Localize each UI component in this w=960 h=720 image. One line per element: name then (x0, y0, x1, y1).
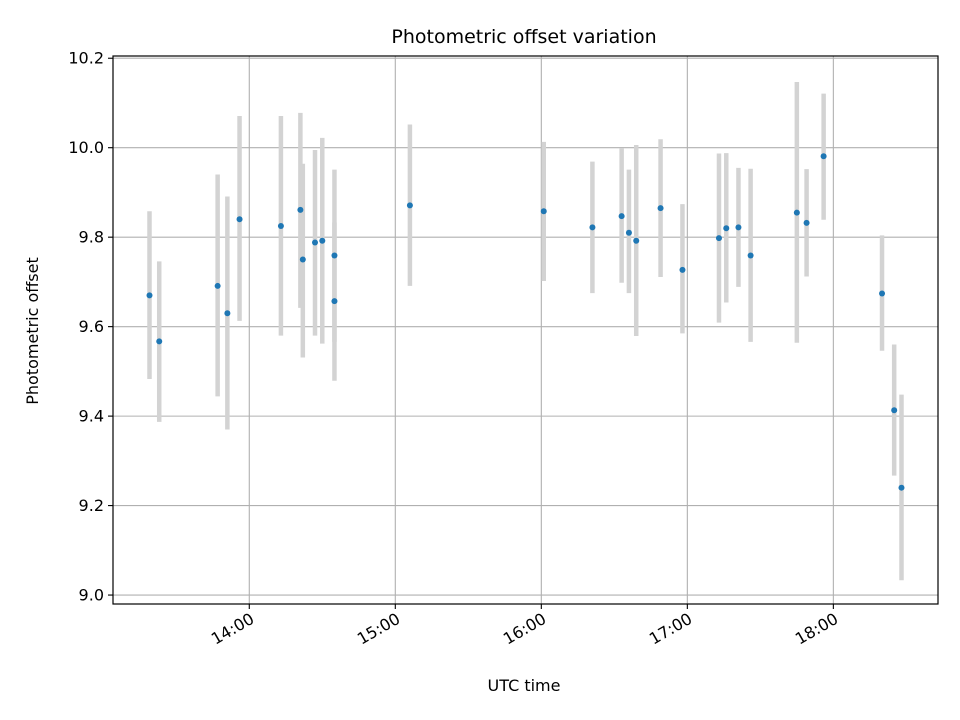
data-point (311, 239, 318, 246)
data-point (820, 153, 827, 160)
y-tick-label: 10.0 (68, 138, 104, 157)
data-point (214, 282, 221, 289)
data-point (879, 290, 886, 297)
y-axis-label: Photometric offset (23, 257, 42, 405)
data-point (891, 407, 898, 414)
data-point (331, 252, 338, 259)
y-tick-label: 9.4 (79, 407, 104, 426)
data-point (793, 209, 800, 216)
data-point (406, 202, 413, 209)
data-point (898, 484, 905, 491)
data-point (625, 229, 632, 236)
data-point (297, 206, 304, 213)
data-point (657, 205, 664, 212)
plot-frame (112, 55, 939, 605)
data-point (146, 292, 153, 299)
y-axis-ticks: 9.0 9.2 9.4 9.6 9.8 10.0 10.2 (68, 49, 113, 605)
x-axis-ticks: 14:00 15:00 16:00 17:00 18:00 (208, 604, 841, 649)
data-points (146, 153, 905, 491)
data-point (747, 252, 754, 259)
y-tick-label: 9.8 (79, 228, 104, 247)
data-point (633, 237, 640, 244)
data-point (540, 208, 547, 215)
y-tick-label: 9.6 (79, 317, 104, 336)
data-point (618, 213, 625, 220)
data-point (299, 256, 306, 263)
grid (113, 56, 938, 604)
data-point (803, 219, 810, 226)
data-point (156, 338, 163, 345)
data-point (679, 266, 686, 273)
chart-title: Photometric offset variation (391, 26, 656, 48)
data-point (715, 235, 722, 242)
data-point (236, 216, 243, 223)
data-point (331, 298, 338, 305)
data-point (735, 224, 742, 231)
y-tick-label: 10.2 (68, 49, 104, 68)
y-tick-label: 9.0 (79, 586, 104, 605)
y-tick-label: 9.2 (79, 496, 104, 515)
data-point (224, 310, 231, 317)
data-point (277, 222, 284, 229)
data-point (589, 224, 596, 231)
data-point (723, 225, 730, 232)
data-point (319, 237, 326, 244)
x-axis-label: UTC time (488, 676, 561, 695)
